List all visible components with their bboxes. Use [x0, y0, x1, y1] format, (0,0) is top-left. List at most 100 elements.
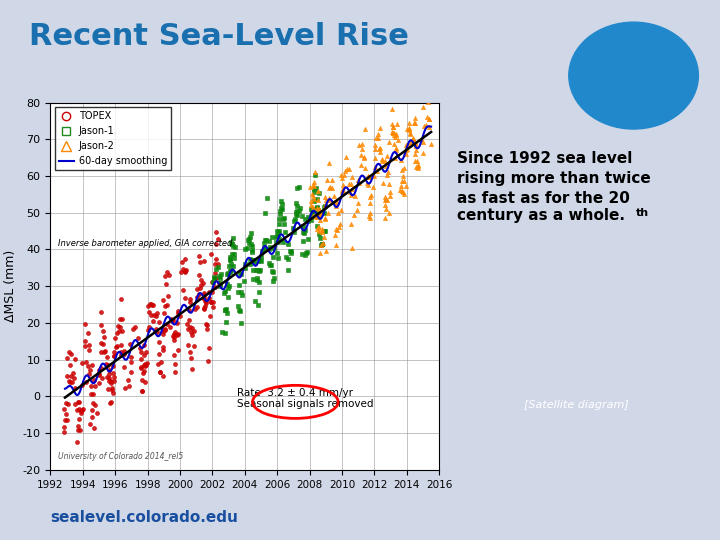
- Point: [160, 280, 171, 288]
- Point: [282, 255, 294, 264]
- Point: [278, 213, 289, 222]
- Point: [282, 239, 294, 248]
- Point: [207, 302, 219, 311]
- Point: [138, 369, 149, 378]
- Point: [158, 326, 170, 334]
- Point: [91, 409, 102, 418]
- Point: [331, 198, 343, 206]
- Point: [63, 376, 75, 385]
- Point: [160, 272, 171, 281]
- Point: [322, 209, 333, 218]
- Point: [93, 370, 104, 379]
- Point: [202, 357, 214, 366]
- Point: [423, 114, 435, 123]
- Point: [238, 276, 250, 285]
- Point: [271, 248, 283, 257]
- Point: [72, 421, 84, 430]
- Point: [397, 187, 409, 196]
- Point: [343, 180, 355, 188]
- Point: [408, 134, 419, 143]
- Point: [209, 274, 220, 282]
- Point: [227, 250, 238, 259]
- Point: [421, 113, 433, 122]
- Point: [401, 141, 413, 150]
- Point: [186, 323, 197, 332]
- Point: [346, 191, 357, 199]
- Text: sealevel.colorado.edu: sealevel.colorado.edu: [50, 510, 238, 525]
- Point: [125, 357, 136, 366]
- Point: [189, 305, 200, 314]
- Point: [320, 201, 331, 210]
- Point: [308, 197, 320, 206]
- Point: [210, 282, 221, 291]
- Point: [195, 280, 207, 289]
- Point: [374, 124, 386, 132]
- Point: [235, 288, 247, 296]
- Point: [320, 214, 331, 222]
- Point: [115, 347, 127, 356]
- Point: [184, 306, 195, 314]
- Point: [253, 267, 265, 275]
- Point: [421, 80, 433, 89]
- Point: [280, 253, 292, 262]
- Point: [386, 128, 397, 137]
- Point: [305, 216, 317, 225]
- Point: [260, 235, 271, 244]
- Point: [135, 362, 147, 371]
- Point: [107, 369, 119, 377]
- Point: [409, 118, 420, 127]
- Point: [332, 208, 343, 217]
- Point: [216, 328, 228, 337]
- Point: [264, 259, 275, 268]
- Text: Since 1992 sea level
rising more than twice
as fast as for the 20: Since 1992 sea level rising more than tw…: [457, 151, 651, 206]
- Point: [346, 173, 358, 181]
- Point: [245, 255, 256, 264]
- Point: [71, 438, 82, 447]
- Point: [388, 129, 400, 137]
- Point: [387, 129, 399, 137]
- Point: [221, 280, 233, 288]
- Point: [341, 153, 352, 161]
- Point: [246, 255, 258, 264]
- Point: [233, 306, 245, 314]
- Point: [381, 171, 392, 179]
- Point: [89, 382, 100, 390]
- Point: [401, 125, 413, 133]
- Point: [104, 399, 115, 408]
- Point: [310, 205, 321, 213]
- Point: [210, 227, 222, 236]
- Point: [209, 259, 220, 268]
- Point: [233, 301, 244, 310]
- Point: [346, 185, 357, 194]
- Point: [314, 215, 325, 224]
- Point: [410, 163, 421, 171]
- Point: [312, 204, 323, 213]
- Point: [394, 185, 405, 194]
- Point: [171, 319, 183, 327]
- Point: [166, 317, 178, 326]
- Point: [152, 309, 163, 318]
- Point: [330, 202, 342, 211]
- Point: [94, 371, 105, 380]
- Point: [383, 209, 395, 218]
- Point: [405, 91, 417, 100]
- Point: [112, 322, 124, 330]
- Point: [208, 273, 220, 282]
- Point: [399, 163, 410, 172]
- Point: [369, 140, 381, 149]
- Point: [267, 253, 279, 262]
- Point: [109, 352, 120, 361]
- Point: [273, 220, 284, 228]
- Point: [206, 278, 217, 287]
- Point: [193, 271, 204, 280]
- Point: [397, 172, 409, 180]
- Point: [123, 382, 135, 390]
- Point: [420, 121, 431, 130]
- Point: [361, 179, 373, 187]
- Point: [207, 288, 218, 296]
- Point: [59, 416, 71, 425]
- Point: [144, 300, 156, 309]
- Point: [264, 242, 276, 251]
- Point: [73, 415, 84, 423]
- Point: [115, 295, 127, 303]
